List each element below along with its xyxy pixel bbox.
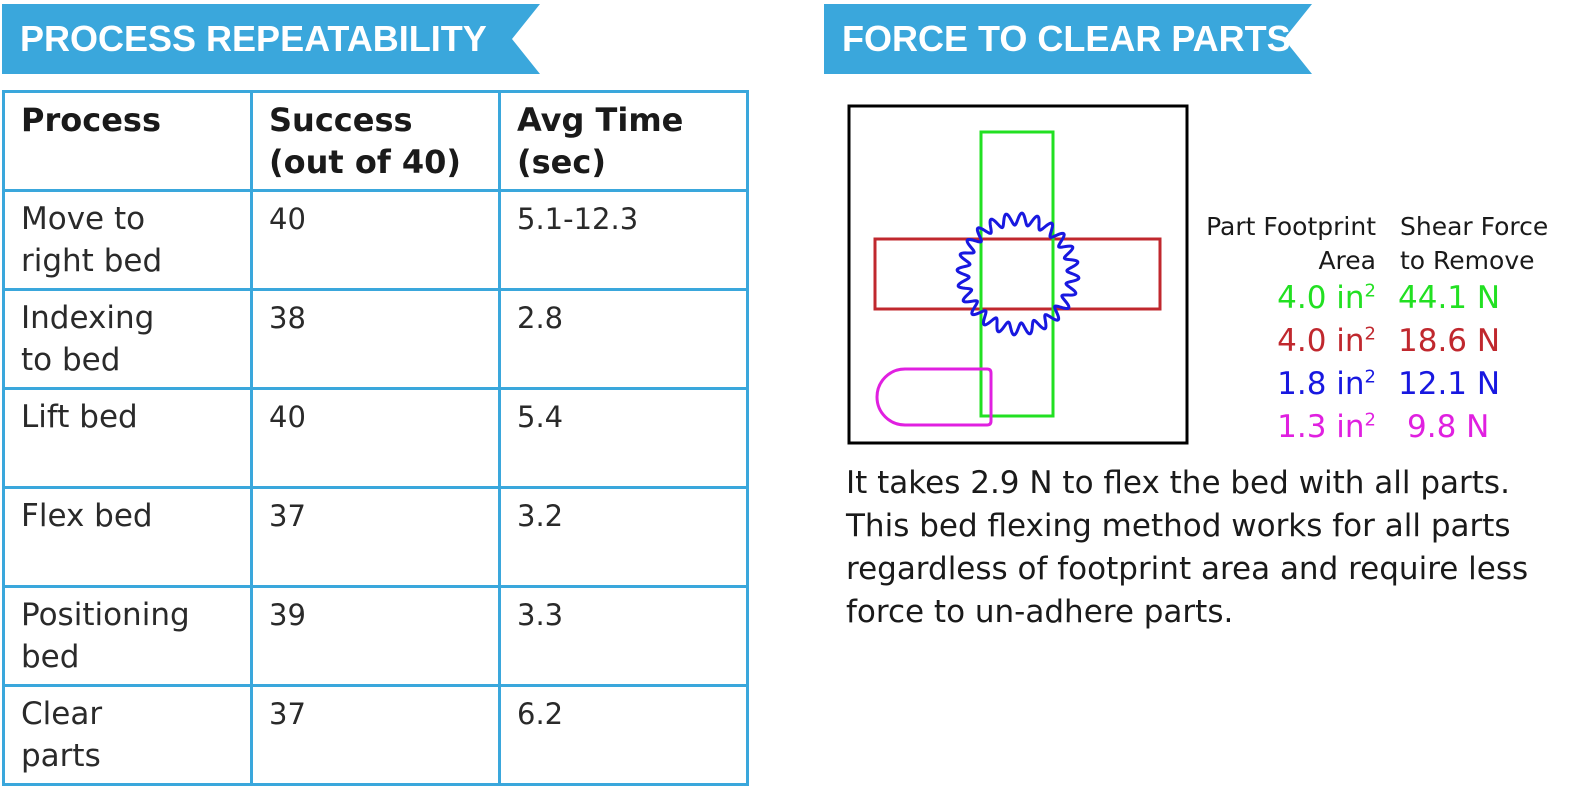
legend-force-value: 12.1 N	[1398, 366, 1501, 402]
legend-area-value: 4.0 in2	[1196, 280, 1376, 316]
success-cell: 40	[250, 387, 501, 489]
table-row: Positioning bed 39 3.3	[2, 585, 749, 687]
magenta-rounded-part	[875, 367, 993, 427]
process-cell: Move to right bed	[2, 189, 253, 291]
process-cell: Flex bed	[2, 486, 253, 588]
legend-area-value: 4.0 in2	[1196, 323, 1376, 359]
legend-area-number: 4.0 in	[1277, 280, 1365, 316]
process-cell: Clear parts	[2, 684, 253, 786]
legend-area-number: 1.8 in	[1277, 366, 1365, 402]
time-cell: 5.4	[498, 387, 749, 489]
header-success: Success (out of 40)	[250, 90, 501, 192]
time-cell: 2.8	[498, 288, 749, 390]
header-process: Process	[2, 90, 253, 192]
legend-area-number: 4.0 in	[1277, 323, 1365, 359]
legend-force-value: 18.6 N	[1398, 323, 1501, 359]
legend-area-exponent: 2	[1364, 323, 1376, 345]
header-avg-time: Avg Time (sec)	[498, 90, 749, 192]
force-to-clear-banner: FORCE TO CLEAR PARTS	[824, 4, 1312, 74]
legend-force-value: 44.1 N	[1398, 280, 1501, 316]
banner-ribbon-shape	[2, 4, 540, 74]
table-row: Indexing to bed 38 2.8	[2, 288, 749, 390]
time-cell: 5.1-12.3	[498, 189, 749, 291]
legend-area-value: 1.8 in2	[1196, 366, 1376, 402]
legend-area-exponent: 2	[1364, 409, 1376, 431]
table-header-row: Process Success (out of 40) Avg Time (sec)	[2, 90, 749, 192]
legend-area-exponent: 2	[1364, 366, 1376, 388]
table-row: Clear parts 37 6.2	[2, 684, 749, 786]
legend-area-header: Part Footprint Area	[1206, 212, 1376, 275]
banner-ribbon-shape	[824, 4, 1312, 74]
time-cell: 3.2	[498, 486, 749, 588]
legend-area-number: 1.3 in	[1277, 409, 1365, 445]
legend-force-value: 9.8 N	[1407, 409, 1490, 445]
process-repeatability-table: Process Success (out of 40) Avg Time (sec)…	[2, 90, 749, 786]
time-cell: 6.2	[498, 684, 749, 786]
success-cell: 37	[250, 684, 501, 786]
success-cell: 38	[250, 288, 501, 390]
process-repeatability-banner: PROCESS REPEATABILITY	[2, 4, 540, 74]
success-cell: 39	[250, 585, 501, 687]
red-rectangle-part	[873, 237, 1162, 311]
process-cell: Lift bed	[2, 387, 253, 489]
process-cell: Indexing to bed	[2, 288, 253, 390]
legend-area-exponent: 2	[1364, 280, 1376, 302]
process-repeatability-title: PROCESS REPEATABILITY	[20, 18, 487, 59]
legend-force-header: Shear Force to Remove	[1400, 212, 1549, 275]
legend-area-value: 1.3 in2	[1196, 409, 1376, 445]
table-row: Lift bed 40 5.4	[2, 387, 749, 489]
flex-bed-note: It takes 2.9 N to flex the bed with all …	[846, 465, 1529, 630]
success-cell: 40	[250, 189, 501, 291]
success-cell: 37	[250, 486, 501, 588]
time-cell: 3.3	[498, 585, 749, 687]
force-to-clear-title: FORCE TO CLEAR PARTS	[842, 18, 1291, 59]
table-row: Flex bed 37 3.2	[2, 486, 749, 588]
bed-outline	[847, 104, 1189, 445]
table-row: Move to right bed 40 5.1-12.3	[2, 189, 749, 291]
process-cell: Positioning bed	[2, 585, 253, 687]
blue-gear-part	[955, 211, 1081, 337]
part-footprint-diagram	[847, 104, 1189, 445]
green-rectangle-part	[979, 130, 1055, 418]
